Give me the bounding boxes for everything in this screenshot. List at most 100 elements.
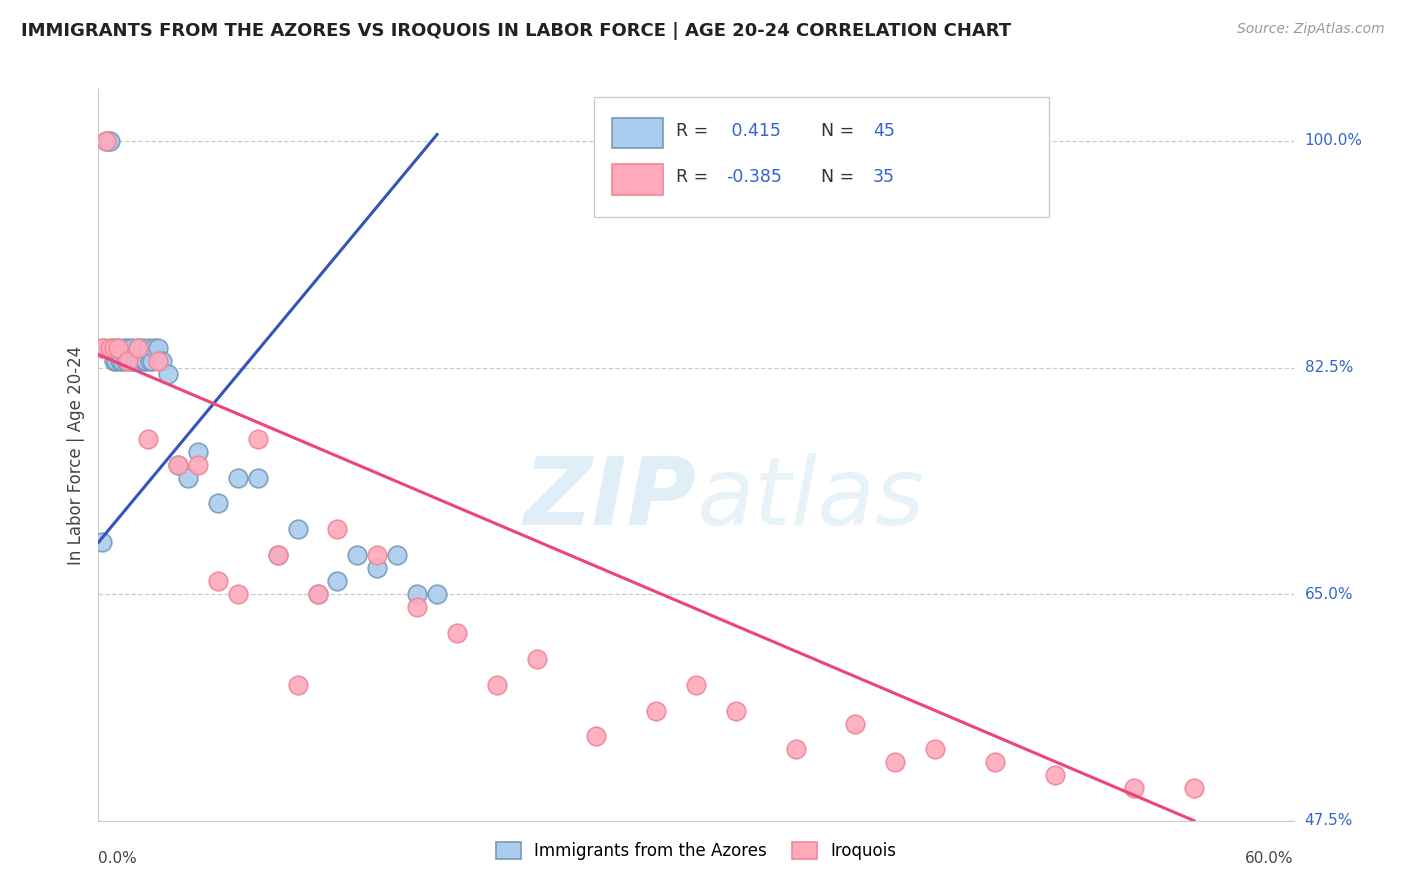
Point	[366, 548, 388, 562]
Point	[207, 496, 229, 510]
FancyBboxPatch shape	[613, 164, 662, 194]
Text: 35: 35	[873, 168, 894, 186]
Point	[103, 341, 125, 355]
Point	[307, 587, 329, 601]
Point	[136, 341, 159, 355]
Legend: Immigrants from the Azores, Iroquois: Immigrants from the Azores, Iroquois	[489, 836, 903, 867]
Point	[143, 341, 166, 355]
Point	[844, 716, 866, 731]
Point	[177, 470, 200, 484]
Point	[98, 134, 122, 148]
Point	[107, 341, 129, 355]
Point	[167, 458, 190, 472]
Point	[112, 341, 135, 355]
Point	[287, 678, 309, 692]
Point	[426, 587, 449, 601]
Point	[103, 354, 125, 368]
Point	[685, 678, 707, 692]
Point	[207, 574, 229, 589]
Point	[267, 548, 290, 562]
Point	[1123, 781, 1146, 796]
Point	[98, 341, 122, 355]
Point	[135, 354, 157, 368]
Text: N =: N =	[821, 122, 860, 140]
Text: 47.5%: 47.5%	[1305, 814, 1353, 828]
Text: R =: R =	[676, 122, 713, 140]
Point	[226, 587, 249, 601]
Point	[101, 341, 124, 355]
Point	[127, 341, 149, 355]
Point	[127, 341, 149, 355]
Point	[326, 522, 349, 536]
Point	[984, 756, 1007, 770]
Point	[141, 354, 163, 368]
Point	[105, 354, 128, 368]
Point	[724, 704, 747, 718]
Text: 82.5%: 82.5%	[1305, 360, 1353, 375]
Point	[346, 548, 368, 562]
Point	[366, 561, 388, 575]
FancyBboxPatch shape	[613, 118, 662, 148]
Point	[150, 354, 173, 368]
Text: 65.0%: 65.0%	[1305, 587, 1353, 601]
Point	[167, 458, 190, 472]
Point	[884, 756, 907, 770]
FancyBboxPatch shape	[595, 96, 1049, 218]
Point	[785, 742, 807, 756]
Point	[924, 742, 946, 756]
Point	[107, 341, 129, 355]
Point	[120, 354, 142, 368]
Point	[526, 652, 548, 666]
Point	[187, 458, 209, 472]
Text: Source: ZipAtlas.com: Source: ZipAtlas.com	[1237, 22, 1385, 37]
Point	[134, 354, 156, 368]
Point	[406, 587, 429, 601]
Point	[148, 354, 170, 368]
Point	[585, 730, 607, 744]
Point	[93, 341, 115, 355]
Point	[326, 574, 349, 589]
Point	[129, 354, 152, 368]
Point	[246, 432, 269, 446]
Text: 100.0%: 100.0%	[1305, 134, 1362, 148]
Point	[287, 522, 309, 536]
Point	[91, 341, 114, 355]
Point	[645, 704, 668, 718]
Point	[136, 432, 159, 446]
Point	[187, 444, 209, 458]
Point	[131, 341, 153, 355]
Point	[1043, 768, 1066, 782]
Point	[97, 134, 120, 148]
Point	[406, 600, 429, 615]
Point	[121, 341, 143, 355]
Point	[117, 341, 139, 355]
Text: R =: R =	[676, 168, 713, 186]
Point	[157, 367, 180, 381]
Text: ZIP: ZIP	[523, 453, 696, 545]
Point	[96, 134, 118, 148]
Point	[124, 354, 146, 368]
Text: 60.0%: 60.0%	[1246, 851, 1294, 866]
Point	[117, 354, 139, 368]
Point	[267, 548, 290, 562]
Text: atlas: atlas	[696, 453, 924, 544]
Text: IMMIGRANTS FROM THE AZORES VS IROQUOIS IN LABOR FORCE | AGE 20-24 CORRELATION CH: IMMIGRANTS FROM THE AZORES VS IROQUOIS I…	[21, 22, 1011, 40]
Point	[485, 678, 508, 692]
Point	[111, 354, 134, 368]
Point	[96, 134, 118, 148]
Point	[226, 470, 249, 484]
Point	[91, 535, 114, 549]
Text: 0.0%: 0.0%	[98, 851, 138, 866]
Point	[125, 354, 148, 368]
Text: 45: 45	[873, 122, 894, 140]
Point	[115, 354, 138, 368]
Point	[1182, 781, 1205, 796]
Y-axis label: In Labor Force | Age 20-24: In Labor Force | Age 20-24	[66, 345, 84, 565]
Point	[385, 548, 409, 562]
Point	[446, 626, 468, 640]
Point	[139, 354, 162, 368]
Text: 0.415: 0.415	[725, 122, 780, 140]
Point	[246, 470, 269, 484]
Text: -0.385: -0.385	[725, 168, 782, 186]
Point	[110, 354, 132, 368]
